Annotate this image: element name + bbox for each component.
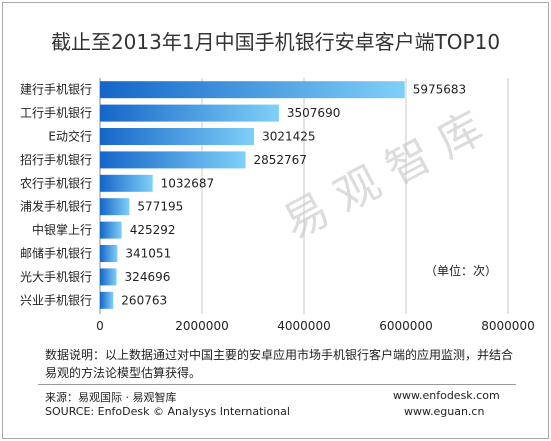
value-label: 577195 — [137, 200, 183, 214]
x-tick-label: 4000000 — [277, 319, 330, 333]
category-label: 光大手机银行 — [20, 270, 92, 284]
bar — [100, 104, 279, 122]
bar — [100, 81, 405, 99]
category-label: 中银掌上行 — [32, 222, 92, 237]
source-en: SOURCE: EnfoDesk © Analysys Internationa… — [45, 405, 290, 418]
category-label: E动交行 — [48, 129, 92, 144]
category-label: 兴业手机银行 — [20, 293, 92, 307]
x-tick-label: 6000000 — [379, 319, 432, 333]
url-eguan: www.eguan.cn — [404, 405, 485, 418]
value-label: 260763 — [121, 293, 167, 307]
divider — [38, 384, 516, 385]
bar — [100, 198, 130, 216]
category-label: 浦发手机银行 — [20, 199, 92, 214]
value-label: 425292 — [130, 223, 176, 237]
chart-title: 截止至2013年1月中国手机银行安卓客户端TOP10 — [50, 30, 501, 54]
bar — [100, 221, 122, 239]
source-cn: 来源：易观国际 · 易观智库 — [45, 391, 177, 404]
bar — [100, 151, 246, 169]
value-label: 3021425 — [262, 130, 315, 144]
x-tick-label: 0 — [96, 319, 104, 333]
bar — [100, 174, 153, 192]
x-tick-label: 2000000 — [175, 319, 228, 333]
bar — [100, 128, 255, 145]
value-label: 341051 — [125, 247, 171, 261]
category-label: 农行手机银行 — [20, 176, 92, 190]
category-label: 建行手机银行 — [20, 83, 92, 97]
value-label: 2852767 — [253, 153, 306, 167]
x-tick-label: 8000000 — [481, 319, 534, 333]
url-enfodesk: www.enfodesk.com — [393, 389, 500, 402]
value-label: 1032687 — [161, 176, 214, 190]
bar — [100, 268, 117, 286]
data-note: 数据说明：以上数据通过对中国主要的安卓应用市场手机银行客户端的应用监测，并结合易… — [45, 348, 514, 380]
bar — [100, 291, 114, 309]
category-label: 招行手机银行 — [20, 153, 92, 167]
category-label: 邮储手机银行 — [20, 246, 92, 261]
unit-label: （单位：次） — [425, 264, 498, 278]
value-label: 324696 — [125, 270, 171, 284]
value-label: 3507690 — [287, 106, 340, 120]
bar — [100, 245, 118, 262]
category-label: 工行手机银行 — [20, 106, 92, 120]
value-label: 5975683 — [413, 83, 466, 97]
